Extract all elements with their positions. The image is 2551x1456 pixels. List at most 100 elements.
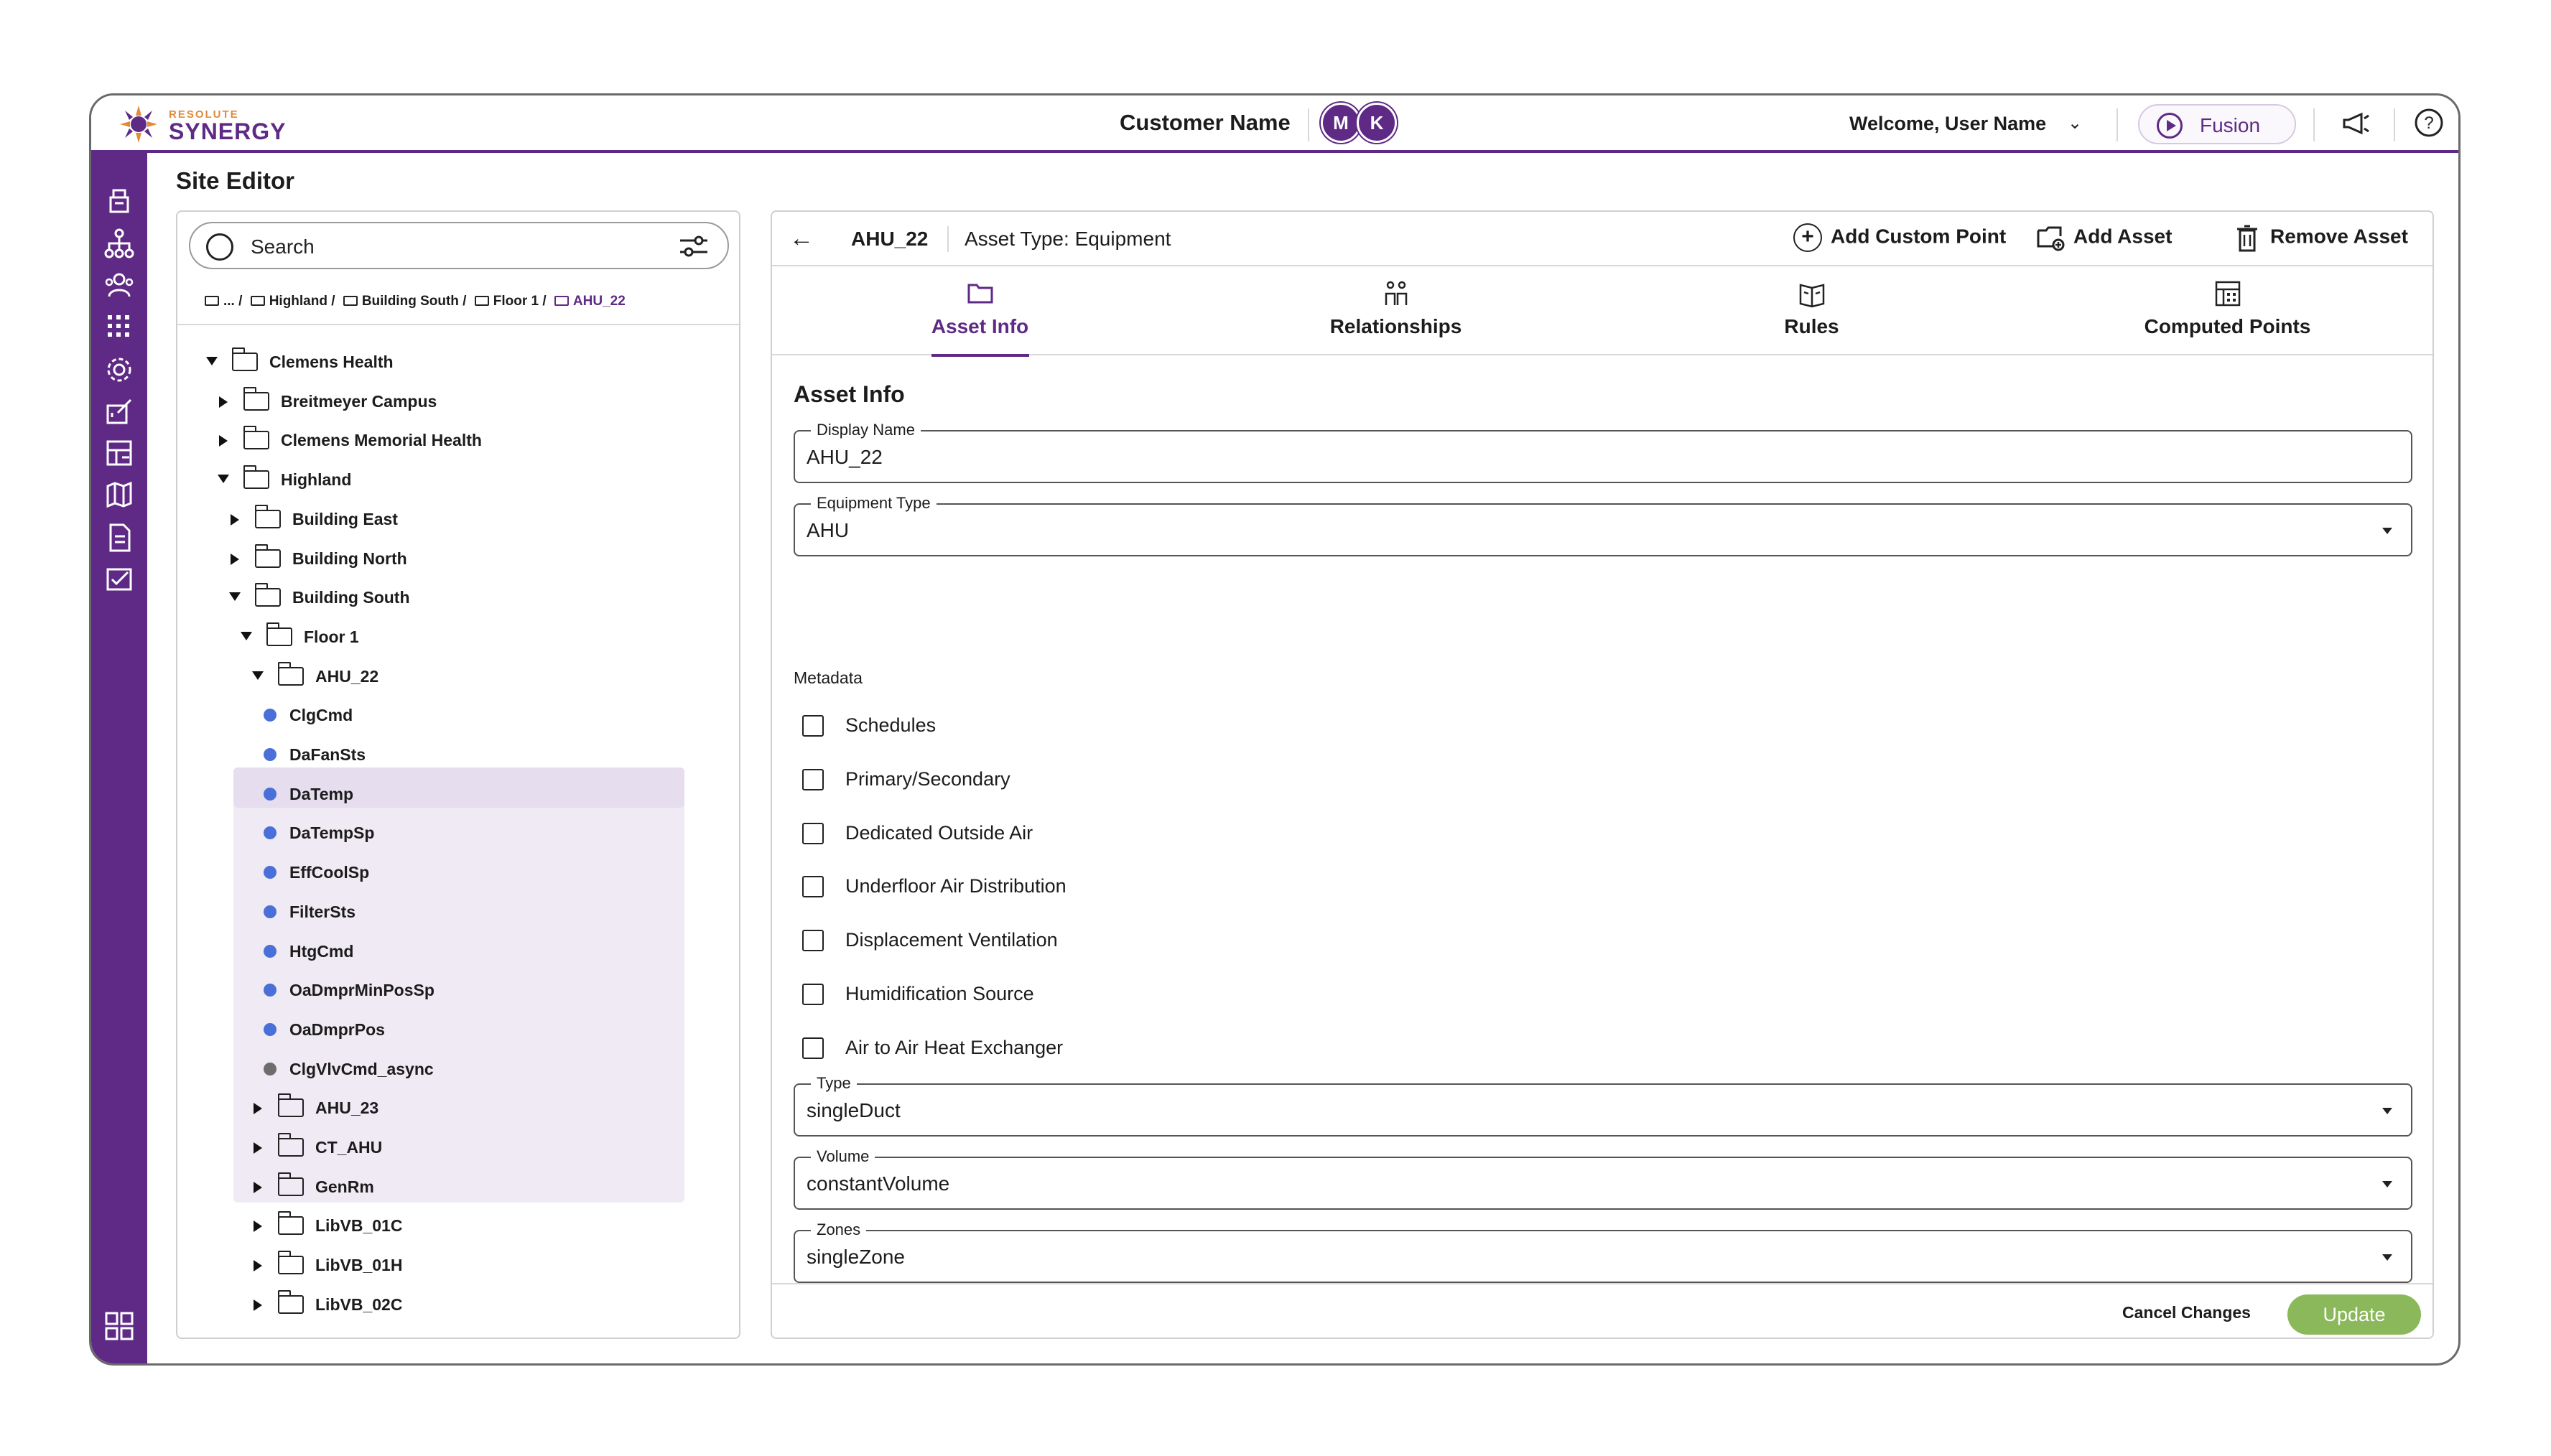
add-custom-point-button[interactable]: + Add Custom Point <box>1793 223 2006 255</box>
back-arrow-icon[interactable]: ← <box>789 225 814 252</box>
tree-folder-row[interactable]: LibVB_01H <box>252 1249 683 1287</box>
tree-folder-row[interactable]: Clemens Memorial Health <box>218 424 649 462</box>
site-editor-icon[interactable] <box>103 185 135 216</box>
checkbox-box[interactable] <box>802 930 824 952</box>
breadcrumb-item[interactable]: Floor 1 / <box>474 294 547 309</box>
caret-down-icon[interactable] <box>206 357 218 365</box>
caret-down-icon[interactable] <box>229 592 241 602</box>
filter-sliders-icon[interactable] <box>679 235 709 259</box>
caret-right-icon[interactable] <box>254 1142 262 1154</box>
dropdown-arrow-icon[interactable] <box>2382 1108 2392 1114</box>
avatar[interactable]: K <box>1357 103 1397 143</box>
user-avatars[interactable]: M K <box>1321 103 1407 146</box>
checklist-icon[interactable] <box>103 564 135 595</box>
grid-dots-icon[interactable] <box>103 311 135 342</box>
caret-right-icon[interactable] <box>254 1103 262 1115</box>
tree-point-row[interactable]: ClgCmd <box>264 699 694 737</box>
tree-folder-row[interactable]: CT_AHU <box>252 1131 683 1170</box>
dropdown-arrow-icon[interactable] <box>2382 528 2392 534</box>
metadata-checkbox[interactable]: Dedicated Outside Air <box>802 821 1520 849</box>
tree-folder-row[interactable]: Floor 1 <box>241 620 672 659</box>
tree-folder-row[interactable]: Highland <box>218 463 649 502</box>
tree-point-row[interactable]: ClgVlvCmd_async <box>264 1053 694 1091</box>
equipment-type-select[interactable]: Equipment Type AHU <box>794 494 2412 556</box>
field-value[interactable]: AHU_22 <box>807 446 883 468</box>
tree-point-row[interactable]: DaFanSts <box>264 738 694 777</box>
resolute-synergy-logo[interactable]: RESOLUTE SYNERGY <box>117 104 333 144</box>
dropdown-arrow-icon[interactable] <box>2382 1181 2392 1187</box>
checkbox-box[interactable] <box>802 715 824 737</box>
checkbox-box[interactable] <box>802 1037 824 1059</box>
avatar[interactable]: M <box>1321 103 1361 143</box>
tree-point-row[interactable]: OaDmprPos <box>264 1013 694 1052</box>
tree-folder-row[interactable]: Building East <box>229 503 660 541</box>
caret-right-icon[interactable] <box>254 1299 262 1311</box>
settings-icon[interactable] <box>103 354 135 386</box>
tab-rules[interactable]: Rules <box>1604 268 2020 355</box>
metadata-checkbox[interactable]: Primary/Secondary <box>802 767 1520 795</box>
tree-folder-row[interactable]: Breitmeyer Campus <box>218 385 649 424</box>
welcome-user-menu[interactable]: Welcome, User Name <box>1849 113 2047 134</box>
megaphone-icon[interactable] <box>2339 107 2372 140</box>
caret-down-icon[interactable] <box>218 475 229 484</box>
tree-folder-row[interactable]: GenRm <box>252 1170 683 1209</box>
tree-point-row[interactable]: DaTemp <box>264 778 694 816</box>
tree-folder-row[interactable]: Building North <box>229 542 660 581</box>
tree-point-row[interactable]: DaTempSp <box>264 816 694 855</box>
tree-folder-row[interactable]: LibVB_02C <box>252 1288 683 1327</box>
tree-point-row[interactable]: HtgCmd <box>264 935 694 974</box>
checkbox-box[interactable] <box>802 822 824 844</box>
document-icon[interactable] <box>103 522 135 554</box>
attribute-select[interactable]: Type singleDuct <box>794 1074 2412 1137</box>
checkbox-box[interactable] <box>802 984 824 1005</box>
metadata-checkbox[interactable]: Humidification Source <box>802 981 1520 1010</box>
add-asset-button[interactable]: Add Asset <box>2036 223 2172 255</box>
fusion-button[interactable]: Fusion <box>2138 104 2296 144</box>
attribute-select[interactable]: Volume constantVolume <box>794 1147 2412 1210</box>
caret-right-icon[interactable] <box>219 396 228 408</box>
chevron-down-icon[interactable]: ⌄ <box>2068 113 2083 133</box>
search-input[interactable]: Search <box>189 222 729 269</box>
tab-asset-info[interactable]: Asset Info <box>772 268 1188 357</box>
metadata-checkbox[interactable]: Underfloor Air Distribution <box>802 874 1520 902</box>
caret-down-icon[interactable] <box>241 631 252 640</box>
cancel-changes-button[interactable]: Cancel Changes <box>2122 1303 2251 1322</box>
tree-folder-row[interactable]: Clemens Health <box>206 345 637 384</box>
tree-folder-row[interactable]: Building South <box>229 581 660 620</box>
caret-right-icon[interactable] <box>254 1181 262 1193</box>
metadata-checkbox[interactable]: Air to Air Heat Exchanger <box>802 1035 1520 1064</box>
breadcrumb-item[interactable]: Highland / <box>250 294 335 309</box>
dropdown-arrow-icon[interactable] <box>2382 1254 2392 1261</box>
dashboard-icon[interactable] <box>103 437 135 469</box>
display-name-field[interactable]: Display Name AHU_22 <box>794 421 2412 483</box>
attribute-select[interactable]: Zones singleZone <box>794 1221 2412 1283</box>
tab-relationships[interactable]: Relationships <box>1188 268 1604 355</box>
remove-asset-button[interactable]: Remove Asset <box>2233 223 2408 255</box>
checkbox-box[interactable] <box>802 876 824 898</box>
hierarchy-icon[interactable] <box>103 228 135 259</box>
apps-grid-icon[interactable] <box>103 1310 135 1342</box>
tree-point-row[interactable]: OaDmprMinPosSp <box>264 974 694 1012</box>
map-icon[interactable] <box>103 479 135 510</box>
breadcrumb-item[interactable]: ... / <box>205 294 242 309</box>
tree-point-row[interactable]: FilterSts <box>264 895 694 934</box>
caret-right-icon[interactable] <box>254 1260 262 1272</box>
update-button[interactable]: Update <box>2287 1294 2421 1335</box>
caret-right-icon[interactable] <box>231 513 239 526</box>
caret-right-icon[interactable] <box>254 1221 262 1233</box>
tree-folder-row[interactable]: AHU_22 <box>252 660 683 699</box>
tree-point-row[interactable]: EffCoolSp <box>264 856 694 895</box>
edit-report-icon[interactable] <box>103 396 135 427</box>
breadcrumb-item[interactable]: Building South / <box>343 294 466 309</box>
tree-folder-row[interactable]: LibVB_01C <box>252 1209 683 1248</box>
caret-down-icon[interactable] <box>252 671 264 680</box>
tab-computed-points[interactable]: Computed Points <box>2020 268 2432 355</box>
checkbox-box[interactable] <box>802 768 824 790</box>
breadcrumb-current[interactable]: AHU_22 <box>554 294 626 309</box>
users-icon[interactable] <box>103 269 135 301</box>
caret-right-icon[interactable] <box>231 553 239 565</box>
tree-folder-row[interactable]: AHU_23 <box>252 1091 683 1130</box>
help-icon[interactable]: ? <box>2412 107 2445 140</box>
caret-right-icon[interactable] <box>219 435 228 447</box>
metadata-checkbox[interactable]: Schedules <box>802 713 1520 742</box>
